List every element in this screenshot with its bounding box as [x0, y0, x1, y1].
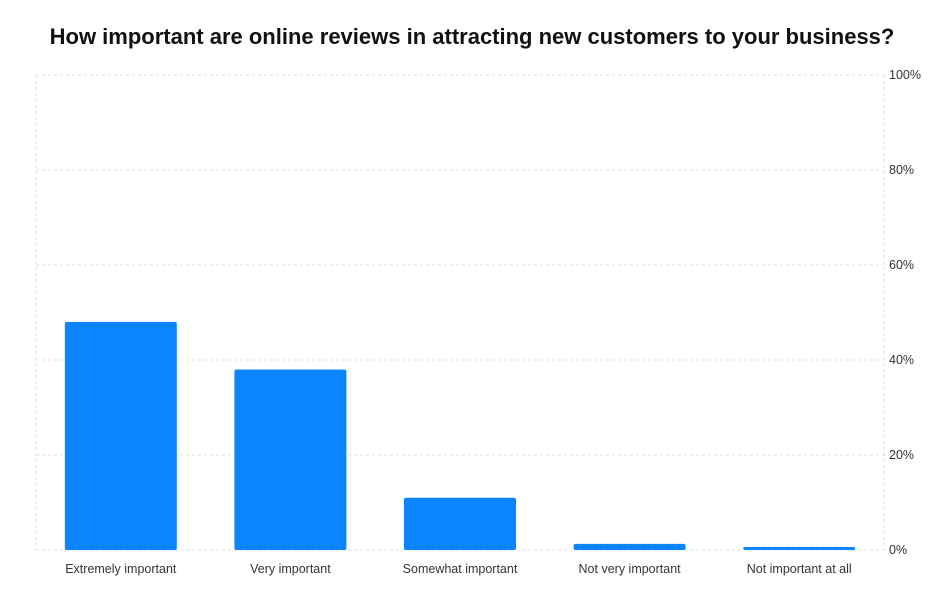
y-tick-label: 0%	[889, 543, 907, 557]
bar-not-important-at-all	[743, 547, 856, 550]
bar-very-important	[234, 369, 347, 550]
bar-not-very-important	[573, 543, 686, 550]
x-category-label: Not very important	[579, 562, 682, 576]
bar-extremely-important	[64, 322, 177, 550]
x-category-label: Very important	[250, 562, 331, 576]
chart-title: How important are online reviews in attr…	[49, 24, 895, 49]
y-axis-ticks: 0% 20% 40% 60% 80% 100%	[889, 68, 921, 557]
grid-lines	[35, 74, 885, 551]
x-category-label: Somewhat important	[403, 562, 518, 576]
y-tick-label: 40%	[889, 353, 914, 367]
bar-somewhat-important	[404, 497, 516, 550]
bars	[64, 322, 856, 550]
x-category-label: Extremely important	[65, 562, 177, 576]
y-tick-label: 80%	[889, 163, 914, 177]
x-category-label: Not important at all	[747, 562, 852, 576]
x-axis-labels: Extremely important Very important Somewha…	[65, 562, 851, 576]
y-tick-label: 100%	[889, 68, 921, 82]
y-tick-label: 60%	[889, 258, 914, 272]
y-tick-label: 20%	[889, 448, 914, 462]
